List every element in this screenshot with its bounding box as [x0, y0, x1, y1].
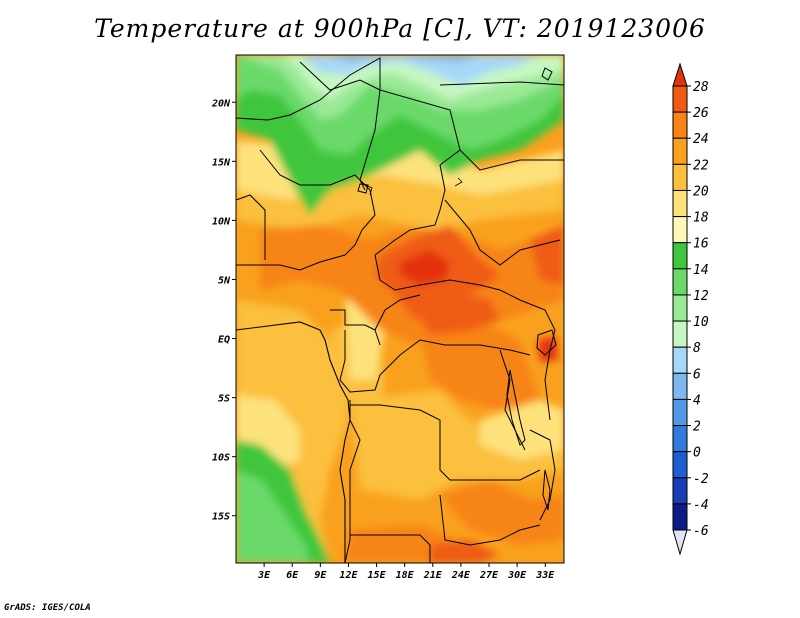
colorbar-swatch: [672, 268, 688, 296]
lon-tick-label: 33E: [535, 570, 555, 581]
colorbar-swatch: [672, 372, 688, 400]
lon-tick-label: 30E: [507, 570, 527, 581]
region-12-14-southwest: [236, 470, 310, 563]
lat-tick-label: 10S: [212, 453, 230, 464]
region-24-26-far-south: [430, 540, 500, 563]
colorbar-label: 20: [693, 184, 709, 199]
colorbar-label: 12: [693, 289, 709, 304]
colorbar-label: 22: [693, 158, 709, 173]
lat-tick-label: 20N: [211, 98, 231, 109]
colorbar-swatch: [672, 503, 688, 531]
lake-victoria: [536, 329, 557, 356]
colorbar-swatch: [672, 477, 688, 505]
lon-tick-label: 9E: [314, 570, 327, 581]
lon-tick-label: 15E: [368, 570, 387, 581]
colorbar-label: 26: [693, 106, 709, 121]
region-24-26-basin: [410, 290, 500, 335]
colorbar-swatch: [672, 320, 688, 348]
colorbar-label: 6: [693, 367, 701, 382]
country-borders: [236, 57, 564, 563]
colorbar-label: 18: [693, 211, 709, 226]
colorbar-label: 14: [693, 263, 709, 278]
colorbar-label: 10: [693, 315, 709, 330]
latitude-axis: 20N 15N 10N 5N EQ 5S 10S 15S: [211, 98, 236, 523]
colorbar-swatch: [672, 425, 688, 453]
colorbar-label: 24: [693, 132, 709, 147]
lakes: [357, 67, 557, 511]
grads-credit: GrADS: IGES/COLA: [4, 603, 91, 613]
colorbar-label: 16: [693, 237, 709, 252]
colorbar-swatch: [672, 242, 688, 270]
colorbar-swatch: [672, 137, 688, 165]
lake-chad: [357, 183, 369, 194]
region-26-28-east: [538, 336, 558, 362]
colorbar-swatch: [672, 85, 688, 113]
longitude-axis: 3E 6E 9E 12E 15E 18E 21E 24E 27E 30E 33E: [257, 563, 555, 581]
colorbar-label: 28: [693, 80, 709, 95]
colorbar-swatch: [672, 346, 688, 374]
region-18-20-south: [350, 390, 564, 500]
coastline: [236, 321, 351, 563]
lon-tick-label: 24E: [451, 570, 471, 581]
colorbar-swatch: [672, 111, 688, 139]
region-22-24-east: [420, 320, 540, 410]
colorbar-swatch: [672, 398, 688, 427]
lat-tick-label: EQ: [218, 335, 230, 346]
colorbar-label: -4: [693, 498, 709, 513]
map-frame: [235, 54, 565, 564]
region-22-24-southeast: [440, 480, 564, 545]
region-26-28-hotspot: [400, 250, 450, 285]
lat-tick-label: 15S: [212, 512, 230, 523]
region-6-8-north: [300, 55, 540, 85]
colorbar-top-triangle: [672, 62, 688, 87]
lat-tick-label: 5S: [218, 394, 230, 405]
colorbar-swatch: [672, 294, 688, 322]
colorbar-label: 0: [693, 446, 701, 461]
colorbar-swatch: [672, 163, 688, 191]
colorbar-label: 2: [693, 420, 701, 435]
colorbar-bottom-triangle: [672, 529, 688, 556]
lon-tick-label: 18E: [396, 570, 415, 581]
colorbar-swatch: [672, 451, 688, 479]
colorbar-label: -6: [693, 524, 709, 539]
lake-tana: [541, 67, 553, 81]
chart-title: Temperature at 900hPa [C], VT: 201912300…: [94, 14, 706, 43]
lon-tick-label: 3E: [257, 570, 271, 581]
colorbar-label: -2: [693, 472, 709, 487]
lon-tick-label: 6E: [286, 570, 299, 581]
lat-tick-label: 5N: [218, 275, 231, 286]
lat-tick-label: 10N: [212, 216, 231, 227]
map-panel: [236, 55, 564, 563]
colorbar-label: 8: [693, 341, 701, 356]
lat-tick-label: 15N: [212, 157, 231, 168]
colorbar-swatch: [672, 216, 688, 244]
lake-tanganyika: [506, 369, 526, 446]
lon-tick-label: 27E: [479, 570, 499, 581]
colorbar-label: 4: [693, 393, 701, 408]
region-24-26-northeast: [530, 225, 564, 285]
lake-malawi: [542, 469, 551, 511]
lon-tick-label: 21E: [423, 570, 443, 581]
colorbar-swatch: [672, 189, 688, 218]
lon-tick-label: 12E: [339, 570, 358, 581]
region-4-6-north: [330, 55, 480, 62]
